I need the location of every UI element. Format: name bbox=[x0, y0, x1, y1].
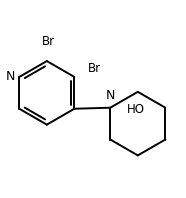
Text: HO: HO bbox=[127, 103, 145, 116]
Text: N: N bbox=[6, 70, 15, 83]
Text: N: N bbox=[106, 89, 115, 102]
Text: Br: Br bbox=[88, 62, 101, 75]
Text: Br: Br bbox=[42, 35, 55, 48]
